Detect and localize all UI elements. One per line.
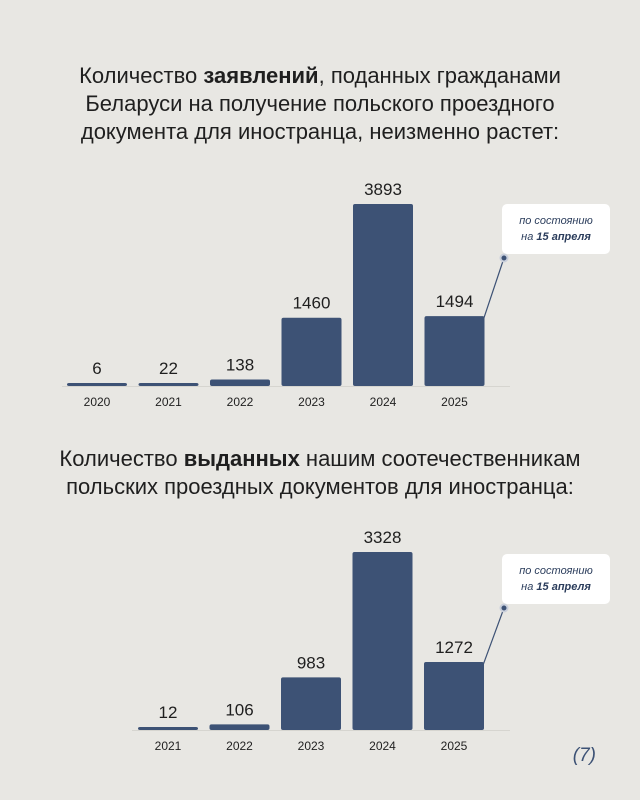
heading-text: нашим соотечественникам [299, 446, 581, 471]
page-number: (7) [572, 745, 596, 766]
heading-line: Количество заявлений, поданных гражданам… [0, 62, 640, 90]
applications-bar-chart: 6 2020 22 2021 138 2022 1460 2023 3893 2024 1494 20… [62, 180, 610, 409]
bar-2023 [281, 317, 342, 386]
bar-2024 [353, 204, 413, 386]
x-tick-label-2024: 2024 [370, 395, 397, 409]
x-tick-label-2021: 2021 [155, 395, 182, 409]
bar-2021 [138, 727, 198, 730]
data-label-2025: 1494 [436, 292, 474, 311]
heading-text: Количество [79, 63, 204, 88]
bar-2023 [281, 677, 341, 730]
bar-2024 [352, 552, 413, 730]
x-tick-label-2023: 2023 [298, 739, 325, 753]
heading-emphasis: выданных [183, 446, 300, 471]
data-label-2021: 12 [159, 703, 178, 722]
note-line-1: по состоянию [519, 565, 593, 577]
heading-line: польских проездных документов для иностр… [0, 473, 640, 501]
data-label-2024: 3328 [364, 528, 402, 547]
note-dot [499, 603, 509, 613]
heading-text: Беларуси на получение польского проездно… [85, 91, 555, 116]
x-tick-label-2021: 2021 [155, 739, 182, 753]
heading-text: Количество [59, 446, 184, 471]
note-line-2-prefix: на [521, 231, 536, 243]
note-dot [499, 253, 509, 263]
bar-2025 [424, 316, 485, 386]
note-line-2: на 15 апреля [521, 231, 591, 243]
heading-emphasis: заявлений [203, 63, 319, 88]
issued-documents-bar-chart: 12 2021 106 2022 983 2023 3328 2024 1272 2025 по с… [132, 528, 610, 753]
note-leader-line [481, 607, 505, 669]
x-tick-label-2022: 2022 [226, 739, 253, 753]
x-tick-label-2024: 2024 [369, 739, 396, 753]
note-line-2: на 15 апреля [521, 581, 591, 593]
heading-text: польских проездных документов для иностр… [66, 474, 574, 499]
heading-line: Беларуси на получение польского проездно… [0, 90, 640, 118]
note-leader-line [481, 257, 505, 323]
note-line-2-date: 15 апреля [536, 231, 591, 243]
data-label-2023: 1460 [293, 294, 331, 313]
x-tick-label-2025: 2025 [441, 739, 468, 753]
note-line-1: по состоянию [519, 215, 593, 227]
note-box [502, 204, 610, 254]
data-label-2021: 22 [159, 359, 178, 378]
note-line-2-date: 15 апреля [536, 581, 591, 593]
bar-2022 [210, 379, 270, 386]
data-label-2023: 983 [297, 653, 325, 672]
heading-text: документа для иностранца, неизменно раст… [80, 119, 560, 144]
chart-2-heading: Количество выданных нашим соотечественни… [0, 445, 640, 501]
data-label-2024: 3893 [364, 180, 402, 199]
data-label-2025: 1272 [435, 638, 473, 657]
note-box [502, 554, 610, 604]
data-label-2022: 106 [225, 700, 253, 719]
x-tick-label-2025: 2025 [441, 395, 468, 409]
bar-2025 [424, 661, 484, 730]
x-tick-label-2023: 2023 [298, 395, 325, 409]
heading-text: , поданных гражданами [318, 63, 561, 88]
data-label-2022: 138 [226, 356, 254, 375]
heading-line: Количество выданных нашим соотечественни… [0, 445, 640, 473]
bar-2021 [138, 383, 199, 386]
chart-1-heading: Количество заявлений, поданных гражданам… [0, 62, 640, 146]
bar-2020 [67, 383, 127, 386]
note-line-2-prefix: на [521, 581, 536, 593]
x-tick-label-2020: 2020 [84, 395, 111, 409]
x-tick-label-2022: 2022 [227, 395, 254, 409]
heading-line: документа для иностранца, неизменно раст… [0, 118, 640, 146]
bar-2022 [209, 724, 270, 730]
data-label-2020: 6 [92, 359, 101, 378]
